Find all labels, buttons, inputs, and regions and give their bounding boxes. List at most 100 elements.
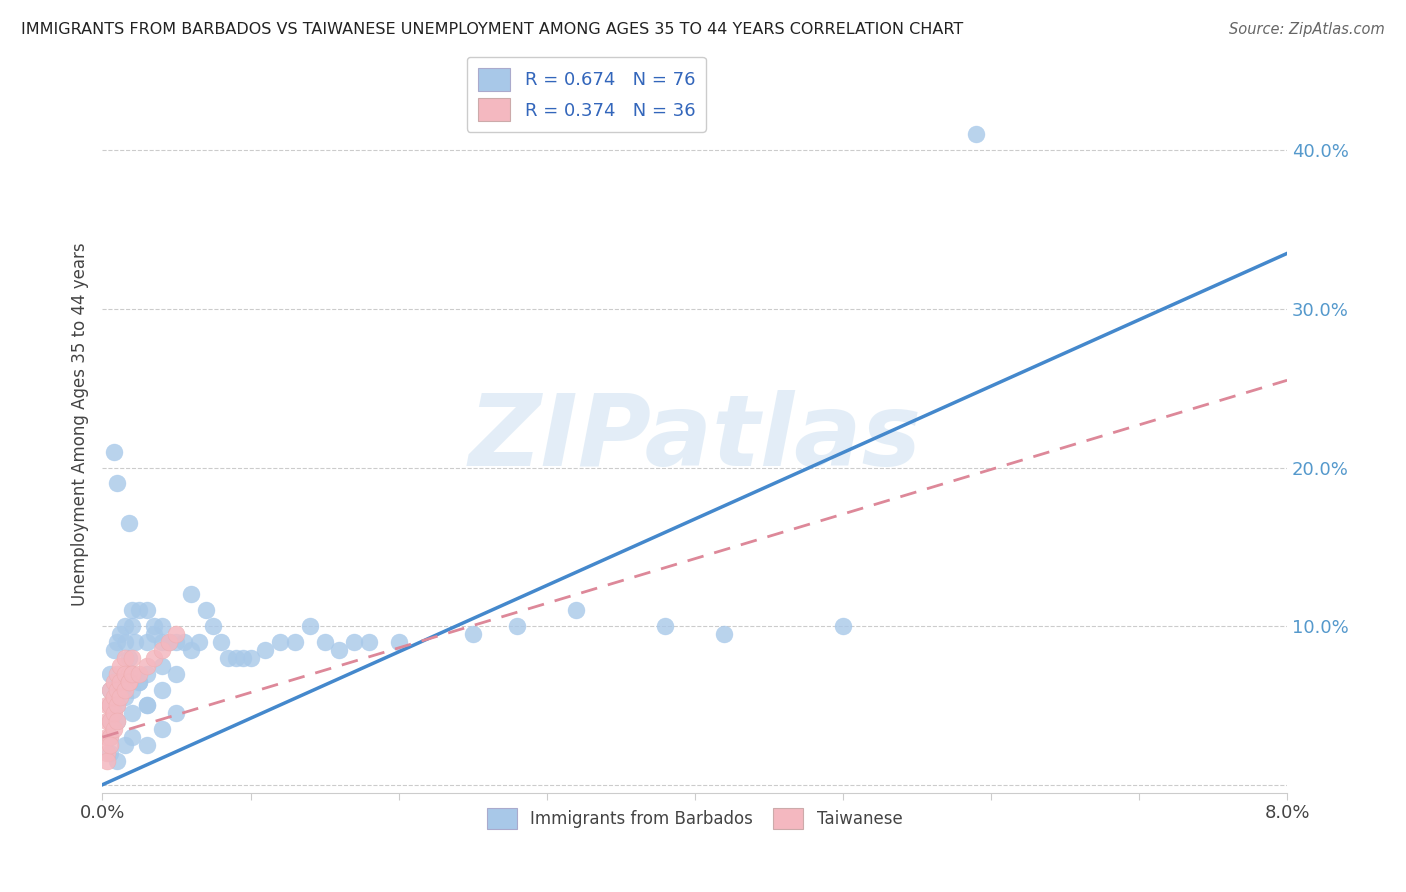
Point — [105, 682, 128, 697]
Point — [209, 635, 232, 649]
Point — [150, 619, 173, 633]
Point — [121, 619, 143, 633]
Point — [118, 674, 141, 689]
Point — [157, 635, 180, 649]
Point — [98, 730, 121, 744]
Point — [135, 698, 157, 713]
Point — [98, 666, 121, 681]
Point — [121, 603, 143, 617]
Point — [103, 643, 125, 657]
Point — [143, 627, 166, 641]
Point — [103, 444, 125, 458]
Point — [328, 643, 350, 657]
Point — [105, 714, 128, 729]
Point — [713, 627, 735, 641]
Point — [157, 635, 180, 649]
Point — [284, 635, 307, 649]
Point — [239, 650, 262, 665]
Point — [98, 746, 121, 760]
Point — [121, 666, 143, 681]
Point — [103, 723, 125, 737]
Point — [187, 635, 209, 649]
Point — [121, 650, 143, 665]
Point — [343, 635, 366, 649]
Point — [98, 682, 121, 697]
Point — [225, 650, 247, 665]
Point — [114, 682, 136, 697]
Point — [232, 650, 254, 665]
Point — [173, 635, 195, 649]
Point — [105, 476, 128, 491]
Point — [105, 754, 128, 768]
Point — [831, 619, 853, 633]
Point — [143, 650, 166, 665]
Point — [166, 627, 188, 641]
Point — [105, 666, 128, 681]
Point — [166, 666, 188, 681]
Point — [298, 619, 321, 633]
Point — [128, 666, 150, 681]
Text: IMMIGRANTS FROM BARBADOS VS TAIWANESE UNEMPLOYMENT AMONG AGES 35 TO 44 YEARS COR: IMMIGRANTS FROM BARBADOS VS TAIWANESE UN… — [21, 22, 963, 37]
Point — [98, 698, 121, 713]
Point — [121, 682, 143, 697]
Point — [114, 690, 136, 705]
Point — [108, 674, 131, 689]
Point — [143, 619, 166, 633]
Point — [96, 746, 118, 760]
Point — [105, 698, 128, 713]
Point — [166, 635, 188, 649]
Point — [98, 738, 121, 752]
Point — [96, 714, 118, 729]
Legend: Immigrants from Barbados, Taiwanese: Immigrants from Barbados, Taiwanese — [481, 801, 910, 836]
Point — [166, 706, 188, 721]
Point — [114, 674, 136, 689]
Point — [118, 666, 141, 681]
Point — [180, 643, 202, 657]
Point — [461, 627, 484, 641]
Point — [114, 635, 136, 649]
Point — [150, 723, 173, 737]
Y-axis label: Unemployment Among Ages 35 to 44 years: Unemployment Among Ages 35 to 44 years — [72, 242, 89, 606]
Point — [98, 714, 121, 729]
Point — [128, 603, 150, 617]
Point — [98, 714, 121, 729]
Point — [105, 682, 128, 697]
Point — [105, 698, 128, 713]
Point — [105, 714, 128, 729]
Text: ZIPatlas: ZIPatlas — [468, 390, 921, 487]
Point — [98, 698, 121, 713]
Point — [98, 730, 121, 744]
Point — [135, 658, 157, 673]
Point — [150, 658, 173, 673]
Point — [114, 619, 136, 633]
Point — [128, 674, 150, 689]
Point — [135, 738, 157, 752]
Point — [103, 674, 125, 689]
Point — [121, 666, 143, 681]
Point — [965, 128, 987, 142]
Point — [357, 635, 380, 649]
Point — [135, 666, 157, 681]
Point — [118, 674, 141, 689]
Point — [565, 603, 588, 617]
Point — [506, 619, 529, 633]
Point — [96, 698, 118, 713]
Point — [314, 635, 336, 649]
Point — [135, 603, 157, 617]
Point — [118, 516, 141, 530]
Point — [150, 643, 173, 657]
Point — [98, 682, 121, 697]
Point — [180, 587, 202, 601]
Point — [150, 635, 173, 649]
Point — [121, 706, 143, 721]
Point — [202, 619, 225, 633]
Point — [150, 682, 173, 697]
Point — [135, 635, 157, 649]
Point — [96, 730, 118, 744]
Point — [269, 635, 291, 649]
Point — [118, 650, 141, 665]
Point — [108, 627, 131, 641]
Point — [114, 666, 136, 681]
Point — [108, 690, 131, 705]
Point — [195, 603, 218, 617]
